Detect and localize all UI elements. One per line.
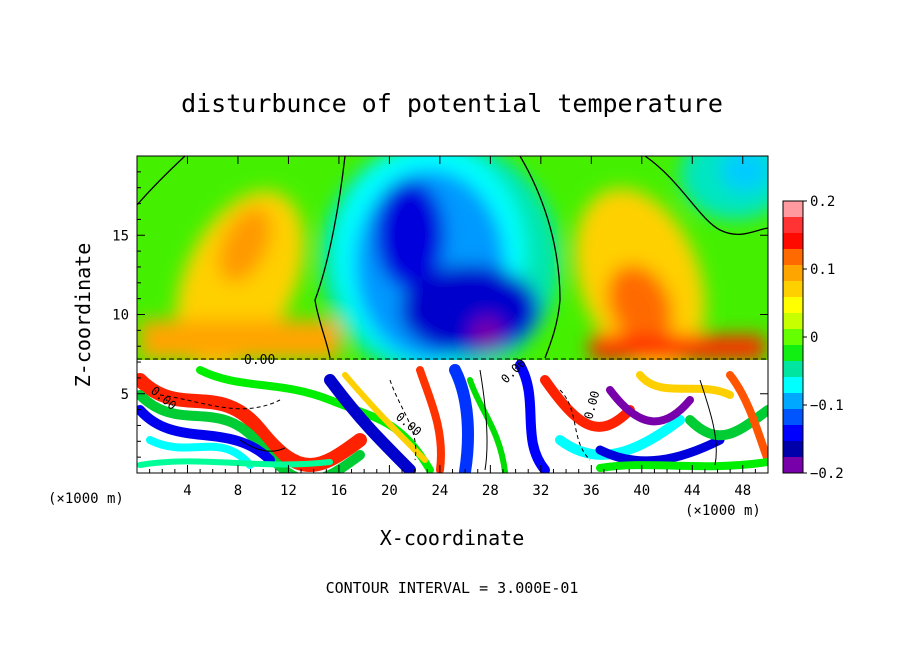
colorbar-swatch-3 <box>783 249 803 266</box>
colorbar-swatch-0 <box>783 201 803 218</box>
warm-core-right <box>607 264 673 346</box>
colorbar-swatch-6 <box>783 297 803 314</box>
x-unit-label-right: (×1000 m) <box>685 503 761 519</box>
cold-plume-lower <box>400 265 540 355</box>
x-tick-label-8: 36 <box>583 483 600 499</box>
x-tick-label-5: 24 <box>431 483 448 499</box>
warm-core-left <box>218 207 272 283</box>
colorbar-swatch-15 <box>783 441 803 458</box>
colorbar-swatch-12 <box>783 393 803 410</box>
colorbar-label-2: 0 <box>810 330 818 346</box>
colorbar-swatch-16 <box>783 457 803 474</box>
colorbar-label-4: −0.2 <box>810 466 844 482</box>
colorbar-label-3: −0.1 <box>810 398 844 414</box>
y-tick-label-0: 5 <box>121 387 129 403</box>
lower-turbulent-layer <box>137 360 768 473</box>
x-tick-label-0: 4 <box>183 483 191 499</box>
colorbar: 0.2 0.1 0 −0.1 −0.2 <box>782 194 844 482</box>
x-tick-label-1: 8 <box>234 483 242 499</box>
contour-left <box>137 156 186 206</box>
y-axis: 5 10 15 <box>112 171 768 458</box>
colorbar-swatch-8 <box>783 329 803 346</box>
y-axis-label: Z-coordinate <box>71 243 95 388</box>
colorbar-swatch-11 <box>783 377 803 394</box>
contour-interval-note: CONTOUR INTERVAL = 3.000E-01 <box>326 579 579 597</box>
contour-center-right <box>519 156 561 359</box>
x-tick-label-7: 32 <box>532 483 549 499</box>
plot-area: 0.00 0.00 0.00 0.00 0.00 <box>137 156 768 473</box>
x-tick-label-10: 44 <box>684 483 701 499</box>
x-tick-label-9: 40 <box>633 483 650 499</box>
contour-label-0: 0.00 <box>244 353 275 368</box>
colorbar-swatch-1 <box>783 217 803 234</box>
x-tick-label-6: 28 <box>482 483 499 499</box>
colorbar-swatch-5 <box>783 281 803 298</box>
x-axis: 4 8 12 16 20 24 28 32 36 40 44 48 <box>149 156 756 499</box>
cold-plume-core <box>471 317 503 353</box>
x-tick-label-3: 16 <box>330 483 347 499</box>
cold-plume-deep <box>375 180 445 290</box>
colorbar-swatch-13 <box>783 409 803 426</box>
x-tick-label-4: 20 <box>381 483 398 499</box>
x-axis-label: X-coordinate <box>380 526 525 550</box>
colorbar-swatch-2 <box>783 233 803 250</box>
colorbar-label-0: 0.2 <box>810 194 835 210</box>
x-tick-label-2: 12 <box>280 483 297 499</box>
warm-base-left <box>140 320 340 360</box>
colorbar-swatch-4 <box>783 265 803 282</box>
y-tick-label-2: 15 <box>112 228 129 244</box>
x-unit-label-left: (×1000 m) <box>48 491 124 507</box>
zero-contours <box>137 156 768 359</box>
y-tick-label-1: 10 <box>112 308 129 324</box>
colorbar-swatch-9 <box>783 345 803 362</box>
cool-core-top-right <box>720 156 768 192</box>
x-tick-label-11: 48 <box>734 483 751 499</box>
colorbar-swatch-14 <box>783 425 803 442</box>
upper-field <box>140 156 768 380</box>
contour-right <box>644 156 768 235</box>
colorbar-swatch-7 <box>783 313 803 330</box>
contour-center-left <box>314 156 346 359</box>
warm-base-right <box>590 335 765 360</box>
colorbar-swatch-10 <box>783 361 803 378</box>
chart-title: disturbunce of potential temperature <box>181 89 723 118</box>
colorbar-label-1: 0.1 <box>810 262 835 278</box>
